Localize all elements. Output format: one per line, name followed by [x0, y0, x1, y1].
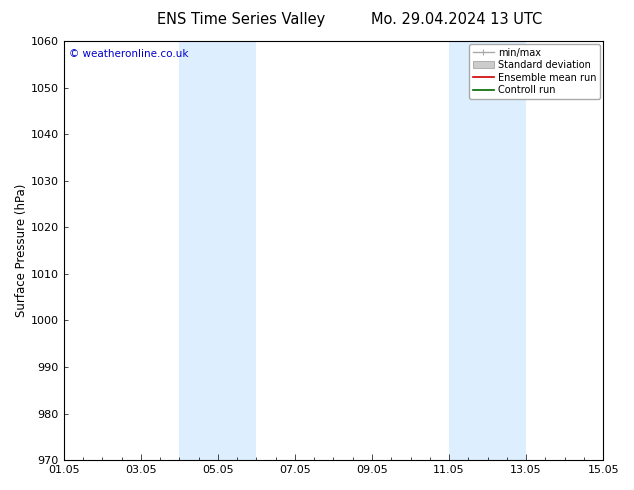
Bar — [449, 41, 526, 460]
Y-axis label: Surface Pressure (hPa): Surface Pressure (hPa) — [15, 184, 28, 318]
Text: Mo. 29.04.2024 13 UTC: Mo. 29.04.2024 13 UTC — [371, 12, 542, 27]
Legend: min/max, Standard deviation, Ensemble mean run, Controll run: min/max, Standard deviation, Ensemble me… — [469, 44, 600, 99]
Text: ENS Time Series Valley: ENS Time Series Valley — [157, 12, 325, 27]
Text: © weatheronline.co.uk: © weatheronline.co.uk — [69, 49, 189, 59]
Bar — [179, 41, 256, 460]
